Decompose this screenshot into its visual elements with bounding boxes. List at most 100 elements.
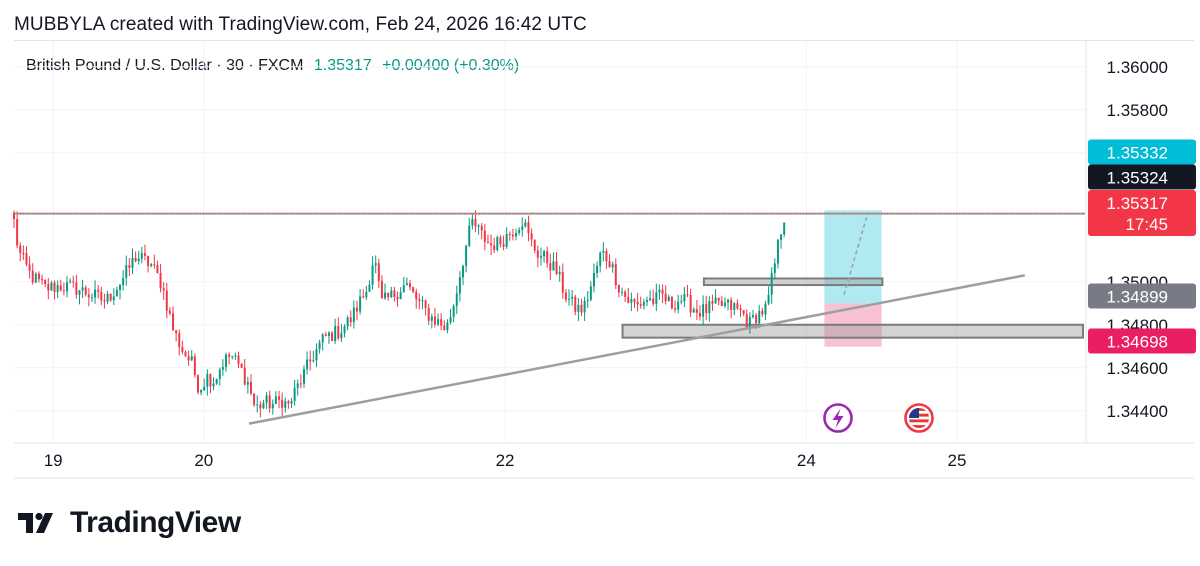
- candle: [549, 253, 552, 280]
- candle: [446, 319, 449, 334]
- candle-body: [555, 261, 558, 275]
- candle-body: [502, 244, 505, 247]
- candle-body: [44, 279, 47, 284]
- candle: [745, 309, 748, 330]
- candle-body: [84, 287, 87, 295]
- candle: [218, 367, 221, 386]
- x-tick-label: 20: [194, 451, 213, 470]
- candle-body: [639, 304, 642, 306]
- candle: [140, 246, 143, 264]
- candle: [25, 246, 28, 267]
- candle-body: [702, 304, 705, 317]
- candle-body: [50, 282, 53, 291]
- price-tags: 1.35332 1.35324 1.35317 17:45 1.34899 1.34698: [1088, 139, 1196, 354]
- candle: [617, 284, 620, 298]
- candle: [452, 304, 455, 323]
- candle-body: [661, 289, 664, 294]
- candle: [720, 296, 723, 307]
- tradingview-logo-icon: [18, 512, 53, 533]
- candle-body: [25, 253, 28, 265]
- candle-body: [602, 250, 605, 253]
- header-divider: [14, 40, 1194, 41]
- candle-body: [231, 356, 234, 358]
- candle: [415, 288, 418, 309]
- candle: [705, 295, 708, 321]
- candle: [717, 297, 720, 306]
- candle: [405, 277, 408, 286]
- candle: [667, 294, 670, 302]
- candle-body: [371, 265, 374, 285]
- candle: [153, 254, 156, 269]
- candle: [496, 235, 499, 252]
- candle-body: [284, 401, 287, 408]
- candle: [670, 296, 673, 310]
- candle-body: [221, 367, 224, 370]
- candle: [695, 299, 698, 320]
- candle-body: [150, 264, 153, 266]
- candle: [577, 298, 580, 321]
- candle-body: [480, 225, 483, 231]
- candle-body: [334, 326, 337, 342]
- candle-body: [524, 222, 527, 227]
- candle: [103, 293, 106, 309]
- candle: [723, 297, 726, 309]
- event-icons[interactable]: [823, 403, 934, 433]
- candle-body: [748, 317, 751, 328]
- candle-body: [162, 288, 165, 291]
- candle: [543, 249, 546, 263]
- candle: [483, 224, 486, 251]
- candle: [349, 310, 352, 327]
- candle: [94, 280, 97, 304]
- candle-body: [518, 229, 521, 233]
- candle-body: [692, 309, 695, 313]
- candle-body: [112, 296, 115, 301]
- candle-body: [365, 291, 368, 298]
- candle: [84, 285, 87, 297]
- candle: [168, 307, 171, 316]
- candle: [702, 295, 705, 325]
- candle-body: [62, 290, 65, 292]
- tag-current-label: 1.35317: [1107, 194, 1168, 213]
- candle: [380, 275, 383, 299]
- candle: [502, 235, 505, 251]
- candle: [215, 378, 218, 385]
- symbol-name: British Pound / U.S. Dollar · 30 · FXCM: [26, 57, 304, 74]
- candle: [109, 293, 112, 302]
- candle-body: [346, 317, 349, 327]
- candle: [477, 223, 480, 235]
- candle: [172, 306, 175, 331]
- candle: [546, 246, 549, 268]
- candle: [59, 279, 62, 292]
- tag-current: 1.35317 17:45: [1088, 190, 1196, 236]
- candle: [589, 281, 592, 302]
- lightning-icon[interactable]: [823, 403, 853, 433]
- tag-last: 1.35324: [1088, 164, 1196, 190]
- candle-body: [28, 264, 31, 271]
- candle-body: [627, 296, 630, 303]
- candle: [371, 256, 374, 290]
- candle: [480, 223, 483, 240]
- us-flag-icon[interactable]: [904, 403, 934, 433]
- candle: [87, 288, 90, 307]
- candle-body: [645, 300, 648, 303]
- candle-body: [362, 296, 365, 298]
- symbol-change: +0.00400 (+0.30%): [382, 57, 520, 74]
- candle-body: [621, 291, 624, 293]
- candle-body: [72, 281, 75, 283]
- candle-body: [321, 334, 324, 343]
- candle: [384, 283, 387, 300]
- candle: [539, 247, 542, 266]
- candle: [770, 267, 773, 304]
- tradingview-brand[interactable]: TradingView: [18, 506, 241, 540]
- candle-body: [324, 334, 327, 336]
- y-tick-label: 1.36000: [1107, 58, 1168, 77]
- candle-body: [47, 283, 50, 291]
- candle: [443, 320, 446, 331]
- candle: [515, 228, 518, 241]
- candle-body: [455, 293, 458, 306]
- candle: [586, 291, 589, 308]
- candle: [225, 352, 228, 372]
- candle: [402, 277, 405, 293]
- candle-body: [246, 381, 249, 385]
